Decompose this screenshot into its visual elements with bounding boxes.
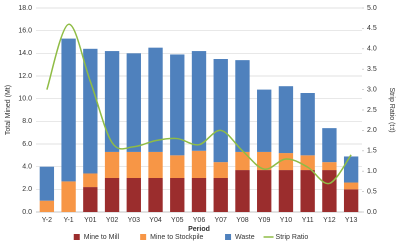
bar-segment (170, 155, 185, 178)
bar-segment (83, 48, 98, 174)
bar-segment (148, 151, 163, 178)
x-tick-label: Y13 (345, 217, 358, 224)
bar-segment (213, 178, 228, 212)
y-axis-title: Total Mined (Mt) (5, 85, 12, 135)
legend-label: Mine to Mill (84, 234, 120, 241)
bar-segment (126, 53, 141, 152)
legend-swatch (73, 234, 80, 240)
bar-segment (343, 182, 359, 190)
bar-segment (322, 128, 337, 163)
bar-segment (104, 151, 120, 178)
y2-tick-label: 0.0 (367, 209, 377, 216)
x-tick-label: Y02 (106, 217, 119, 224)
y2-tick-label: 5.0 (367, 5, 377, 12)
bar-segment (300, 93, 315, 156)
bar-segment (126, 178, 141, 212)
bar-segment (278, 86, 294, 154)
y2-tick-label: 2.0 (367, 127, 377, 134)
line-series (46, 23, 352, 185)
bar-segment (235, 170, 250, 212)
y-tick-label: 16.0 (18, 28, 32, 35)
y-tick-label: 2.0 (22, 186, 32, 193)
bar-segment (148, 178, 163, 212)
y2-tick-label: 2.5 (367, 107, 377, 114)
bar-segment (300, 170, 315, 212)
bar-segment (322, 162, 337, 171)
bar-segment (170, 54, 185, 156)
bar-segment (83, 173, 98, 188)
x-tick-label: Y-2 (42, 217, 52, 224)
legend-label: Strip Ratio (276, 234, 309, 241)
x-tick-label: Y12 (323, 217, 336, 224)
legend-swatch (225, 234, 232, 240)
x-tick-label: Y05 (171, 217, 184, 224)
y2-tick-label: 4.0 (367, 46, 377, 53)
y-tick-label: 18.0 (18, 5, 32, 12)
y2-axis-title: Strip Ratio (t:t) (388, 87, 395, 132)
bar-segment (104, 51, 120, 152)
y-tick-label: 4.0 (22, 164, 32, 171)
x-tick-label: Y09 (258, 217, 271, 224)
x-tick-label: Y11 (302, 217, 314, 224)
legend-label: Waste (235, 234, 255, 241)
y2-tick-label: 3.0 (367, 86, 377, 93)
bar-segment (104, 178, 120, 212)
x-tick-label: Y08 (236, 217, 249, 224)
bar-segment (257, 151, 272, 171)
bar-segment (213, 59, 228, 163)
y-tick-label: 10.0 (18, 96, 32, 103)
bar-segment (170, 178, 185, 212)
bar-segment (213, 162, 228, 178)
bar-segment (235, 60, 250, 152)
bar-segment (300, 155, 315, 171)
bar-segment (343, 189, 359, 212)
x-tick-label: Y10 (280, 217, 293, 224)
y-tick-label: 14.0 (18, 50, 32, 57)
bar-segment (61, 181, 76, 212)
bar-segment (83, 187, 98, 212)
bar-segment (343, 156, 359, 183)
y2-tick-label: 1.5 (367, 148, 377, 155)
x-tick-label: Y-1 (63, 217, 73, 224)
y-tick-label: 0.0 (22, 209, 32, 216)
bar-segment (191, 51, 207, 151)
x-tick-label: Y07 (214, 217, 227, 224)
bar-segment (39, 166, 55, 201)
y-tick-label: 12.0 (18, 73, 32, 80)
y-tick-label: 6.0 (22, 141, 32, 148)
bar-segment (61, 38, 76, 182)
bar-segment (322, 170, 337, 212)
y-tick-label: 8.0 (22, 118, 32, 125)
y2-tick-label: 4.5 (367, 25, 377, 32)
bar-segment (278, 170, 294, 212)
bar-segment (148, 47, 163, 152)
legend-swatch (140, 234, 147, 240)
bar-segment (235, 151, 250, 171)
bar-segment (126, 151, 141, 178)
x-tick-label: Y04 (149, 217, 162, 224)
bar-segment (257, 170, 272, 212)
bar-segment (278, 153, 294, 171)
x-tick-label: Y03 (128, 217, 141, 224)
x-tick-label: Y01 (84, 217, 97, 224)
x-tick-label: Y06 (193, 217, 206, 224)
legend-label: Mine to Stockpile (150, 234, 203, 241)
y2-tick-label: 1.0 (367, 168, 377, 175)
x-axis-title: Period (188, 226, 210, 233)
bar-segment (39, 200, 55, 212)
bar-segment (191, 150, 207, 178)
y2-tick-label: 0.5 (367, 188, 377, 195)
bar-segment (257, 89, 272, 152)
y2-tick-label: 3.5 (367, 66, 377, 73)
bar-segment (191, 178, 207, 212)
